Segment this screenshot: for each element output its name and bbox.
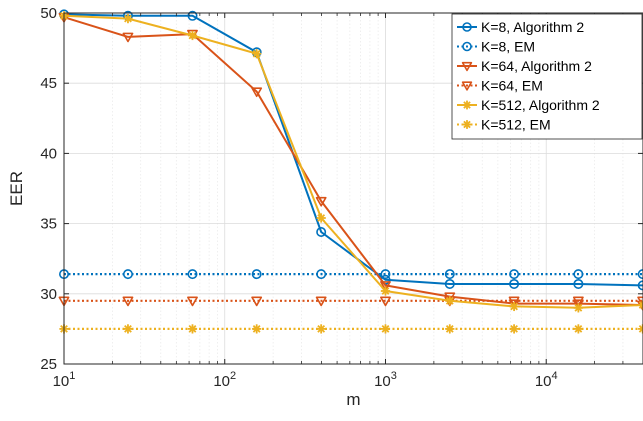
legend-entry: K=64, Algorithm 2: [457, 58, 592, 74]
data-point: [187, 324, 198, 334]
data-point: [123, 13, 133, 24]
series-line: [63, 16, 643, 306]
data-point: [638, 324, 643, 334]
data-point: [380, 296, 391, 307]
data-point: [573, 303, 583, 313]
data-point: [444, 278, 455, 289]
series-2: [58, 269, 643, 280]
data-point: [251, 269, 262, 280]
data-point: [380, 286, 391, 296]
data-point: [315, 296, 327, 307]
data-point: [316, 324, 326, 334]
x-axis-label: m: [346, 390, 360, 409]
y-tick-label: 40: [40, 145, 57, 162]
tick-labels: 25 30 35 40 45 50 101 102 103 104: [40, 5, 557, 390]
data-point: [461, 81, 473, 91]
data-point: [122, 296, 134, 307]
data-point: [462, 120, 472, 129]
legend-entry: K=64, EM: [457, 78, 543, 94]
legend-label: K=8, EM: [481, 39, 535, 55]
data-point: [316, 269, 327, 280]
series-5: [59, 11, 643, 313]
data-point: [123, 324, 133, 334]
data-point: [462, 100, 472, 110]
series-6: [59, 324, 643, 334]
legend-label: K=8, Algorithm 2: [481, 19, 584, 35]
data-point: [122, 269, 133, 280]
legend-entry: K=8, Algorithm 2: [457, 19, 584, 35]
data-point: [462, 22, 472, 32]
data-point: [380, 281, 391, 291]
x-tick-label: 102: [213, 370, 236, 390]
y-tick-label: 35: [40, 216, 57, 233]
y-tick-label: 30: [40, 286, 57, 303]
legend-entry: K=512, Algorithm 2: [457, 97, 600, 113]
data-point: [315, 196, 327, 207]
data-point: [252, 49, 262, 59]
data-point: [316, 213, 326, 223]
legend: K=8, Algorithm 2 K=8, EM K=64, Algorithm 2…: [451, 13, 643, 140]
data-point: [251, 87, 263, 98]
data-point: [509, 269, 520, 280]
data-point: [444, 269, 455, 280]
data-point: [380, 324, 391, 334]
legend-entry: K=512, EM: [457, 117, 551, 133]
axes-frame: [63, 12, 643, 365]
legend-label: K=512, Algorithm 2: [481, 97, 600, 113]
data-point: [122, 32, 134, 43]
data-point: [251, 296, 263, 307]
data-point: [445, 324, 455, 334]
data-point: [445, 296, 455, 306]
legend-label: K=512, EM: [481, 117, 551, 133]
data-point: [252, 324, 262, 334]
y-tick-label: 50: [40, 5, 57, 22]
y-tick-label: 25: [40, 356, 57, 373]
x-tick-label: 103: [374, 370, 397, 390]
data-point: [572, 296, 584, 307]
plot-frame: [63, 12, 643, 365]
legend-label: K=64, Algorithm 2: [481, 58, 592, 74]
data-point: [187, 10, 198, 21]
y-axis-label: EER: [7, 171, 26, 206]
series-lines: [58, 9, 643, 334]
x-tick-label: 101: [53, 370, 76, 390]
data-point: [509, 301, 519, 312]
x-tick-label: 104: [535, 370, 558, 390]
data-point: [380, 269, 391, 280]
data-point: [573, 269, 584, 280]
legend-box: [451, 13, 643, 140]
data-point: [509, 278, 520, 289]
data-point: [509, 324, 519, 334]
legend-entry: K=8, EM: [457, 39, 535, 55]
data-point: [508, 296, 520, 307]
data-point: [187, 30, 198, 41]
data-point: [573, 324, 583, 334]
data-point: [316, 227, 327, 238]
y-tick-label: 45: [40, 75, 57, 92]
data-point: [573, 278, 584, 289]
data-point: [462, 41, 472, 52]
data-point: [187, 296, 198, 307]
legend-label: K=64, EM: [481, 78, 543, 94]
series-line: [63, 14, 643, 309]
data-point: [461, 61, 473, 72]
data-point: [187, 269, 198, 280]
